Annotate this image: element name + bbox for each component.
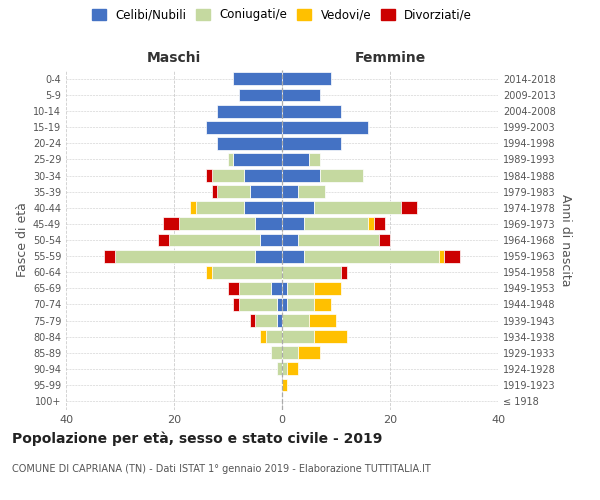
- Bar: [255, 314, 277, 327]
- Bar: [277, 362, 282, 376]
- Bar: [260, 234, 282, 246]
- Bar: [287, 282, 314, 295]
- Bar: [287, 362, 298, 376]
- Bar: [368, 218, 374, 230]
- Bar: [341, 266, 347, 278]
- Y-axis label: Fasce di età: Fasce di età: [16, 202, 29, 278]
- Bar: [314, 298, 331, 311]
- Bar: [239, 88, 282, 102]
- Bar: [282, 298, 287, 311]
- Bar: [277, 298, 282, 311]
- Bar: [260, 330, 266, 343]
- Bar: [212, 169, 244, 182]
- Bar: [298, 234, 379, 246]
- Bar: [304, 218, 368, 230]
- Bar: [282, 153, 309, 166]
- Y-axis label: Anni di nascita: Anni di nascita: [559, 194, 572, 286]
- Bar: [115, 250, 255, 262]
- Text: Maschi: Maschi: [147, 51, 201, 65]
- Bar: [277, 314, 282, 327]
- Bar: [282, 218, 304, 230]
- Bar: [282, 169, 320, 182]
- Text: Popolazione per età, sesso e stato civile - 2019: Popolazione per età, sesso e stato civil…: [12, 431, 382, 446]
- Bar: [196, 202, 244, 214]
- Text: COMUNE DI CAPRIANA (TN) - Dati ISTAT 1° gennaio 2019 - Elaborazione TUTTITALIA.I: COMUNE DI CAPRIANA (TN) - Dati ISTAT 1° …: [12, 464, 431, 474]
- Bar: [298, 346, 320, 359]
- Bar: [206, 266, 212, 278]
- Bar: [228, 153, 233, 166]
- Text: Femmine: Femmine: [355, 51, 425, 65]
- Bar: [282, 314, 309, 327]
- Bar: [314, 330, 347, 343]
- Bar: [401, 202, 417, 214]
- Bar: [206, 169, 212, 182]
- Bar: [163, 218, 179, 230]
- Bar: [282, 104, 341, 118]
- Bar: [244, 202, 282, 214]
- Bar: [244, 169, 282, 182]
- Bar: [282, 121, 368, 134]
- Bar: [444, 250, 460, 262]
- Bar: [282, 330, 314, 343]
- Bar: [282, 234, 298, 246]
- Legend: Celibi/Nubili, Coniugati/e, Vedovi/e, Divorziati/e: Celibi/Nubili, Coniugati/e, Vedovi/e, Di…: [92, 8, 472, 22]
- Bar: [271, 346, 282, 359]
- Bar: [309, 314, 336, 327]
- Bar: [282, 137, 341, 150]
- Bar: [169, 234, 260, 246]
- Bar: [287, 298, 314, 311]
- Bar: [255, 218, 282, 230]
- Bar: [439, 250, 444, 262]
- Bar: [282, 282, 287, 295]
- Bar: [314, 282, 341, 295]
- Bar: [282, 250, 304, 262]
- Bar: [320, 169, 363, 182]
- Bar: [179, 218, 255, 230]
- Bar: [374, 218, 385, 230]
- Bar: [298, 185, 325, 198]
- Bar: [282, 185, 298, 198]
- Bar: [239, 282, 271, 295]
- Bar: [212, 266, 282, 278]
- Bar: [228, 282, 239, 295]
- Bar: [206, 121, 282, 134]
- Bar: [309, 153, 320, 166]
- Bar: [212, 185, 217, 198]
- Bar: [217, 104, 282, 118]
- Bar: [271, 282, 282, 295]
- Bar: [233, 72, 282, 86]
- Bar: [250, 314, 255, 327]
- Bar: [250, 185, 282, 198]
- Bar: [282, 362, 287, 376]
- Bar: [158, 234, 169, 246]
- Bar: [266, 330, 282, 343]
- Bar: [379, 234, 390, 246]
- Bar: [282, 266, 341, 278]
- Bar: [304, 250, 439, 262]
- Bar: [282, 88, 320, 102]
- Bar: [104, 250, 115, 262]
- Bar: [282, 346, 298, 359]
- Bar: [282, 378, 287, 392]
- Bar: [190, 202, 196, 214]
- Bar: [314, 202, 401, 214]
- Bar: [233, 298, 239, 311]
- Bar: [282, 72, 331, 86]
- Bar: [255, 250, 282, 262]
- Bar: [217, 185, 250, 198]
- Bar: [233, 153, 282, 166]
- Bar: [239, 298, 277, 311]
- Bar: [282, 202, 314, 214]
- Bar: [217, 137, 282, 150]
